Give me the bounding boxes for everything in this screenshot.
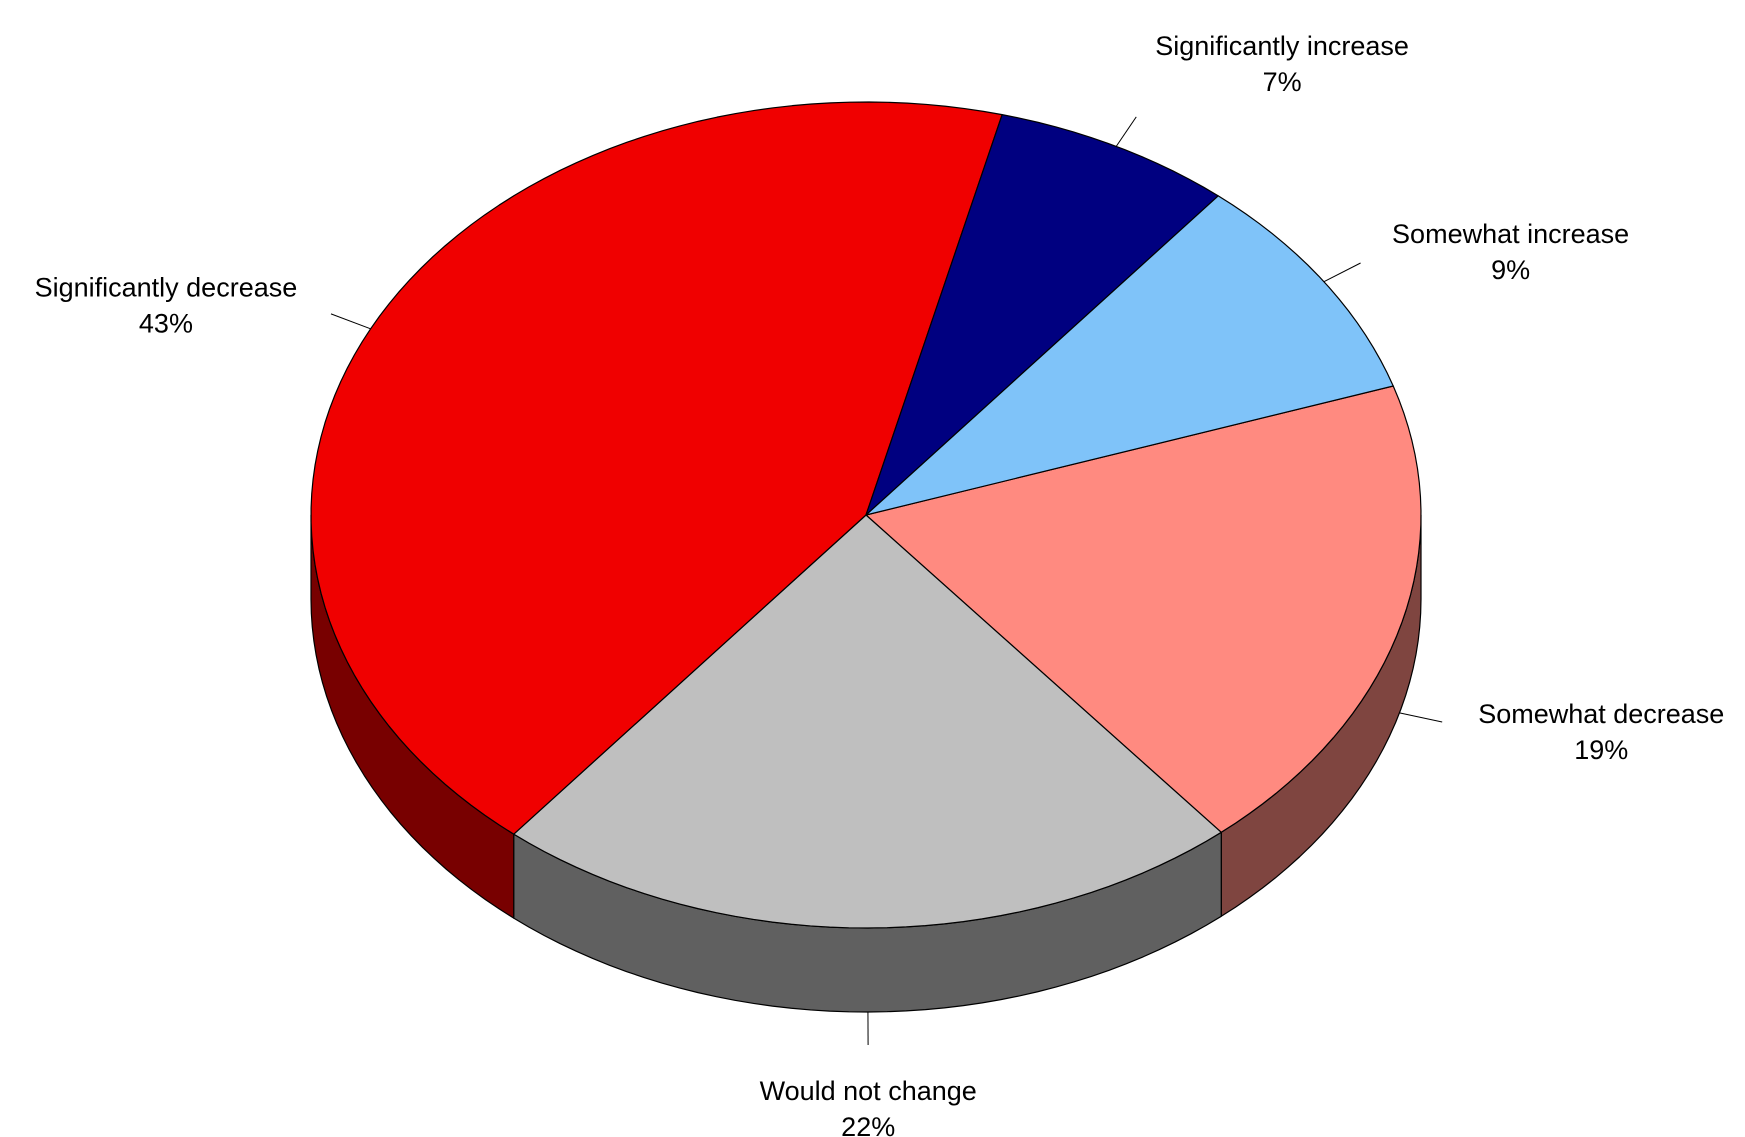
slice-labels: Somewhat decrease 19% Would not change 22% S… xyxy=(35,31,1725,1137)
slice-label-would-not-change: Would not change xyxy=(760,1076,977,1106)
leader-line-somewhat-increase xyxy=(1323,262,1361,283)
leader-line-significantly-increase xyxy=(1115,116,1137,147)
pie-slice-would-not-change xyxy=(513,514,1222,929)
leader-lines xyxy=(330,116,1443,1046)
pie-top-faces xyxy=(310,101,1422,929)
slice-value-significantly-increase: 7% xyxy=(1263,67,1302,97)
leader-line-significantly-decrease xyxy=(330,313,371,330)
slice-value-somewhat-increase: 9% xyxy=(1491,255,1530,285)
slice-value-somewhat-decrease: 19% xyxy=(1574,735,1628,765)
slice-label-somewhat-increase: Somewhat increase xyxy=(1392,219,1629,249)
pie-slice-somewhat-increase xyxy=(865,195,1394,516)
slice-value-would-not-change: 22% xyxy=(841,1112,895,1137)
leader-line-somewhat-decrease xyxy=(1399,712,1443,723)
slice-label-significantly-increase: Significantly increase xyxy=(1155,31,1409,61)
pie-slice-somewhat-decrease xyxy=(865,385,1422,833)
slice-label-somewhat-decrease: Somewhat decrease xyxy=(1478,699,1724,729)
slice-label-significantly-decrease: Significantly decrease xyxy=(35,273,298,303)
pie-slice-significantly-increase xyxy=(865,114,1219,516)
slice-value-significantly-decrease: 43% xyxy=(139,309,193,339)
